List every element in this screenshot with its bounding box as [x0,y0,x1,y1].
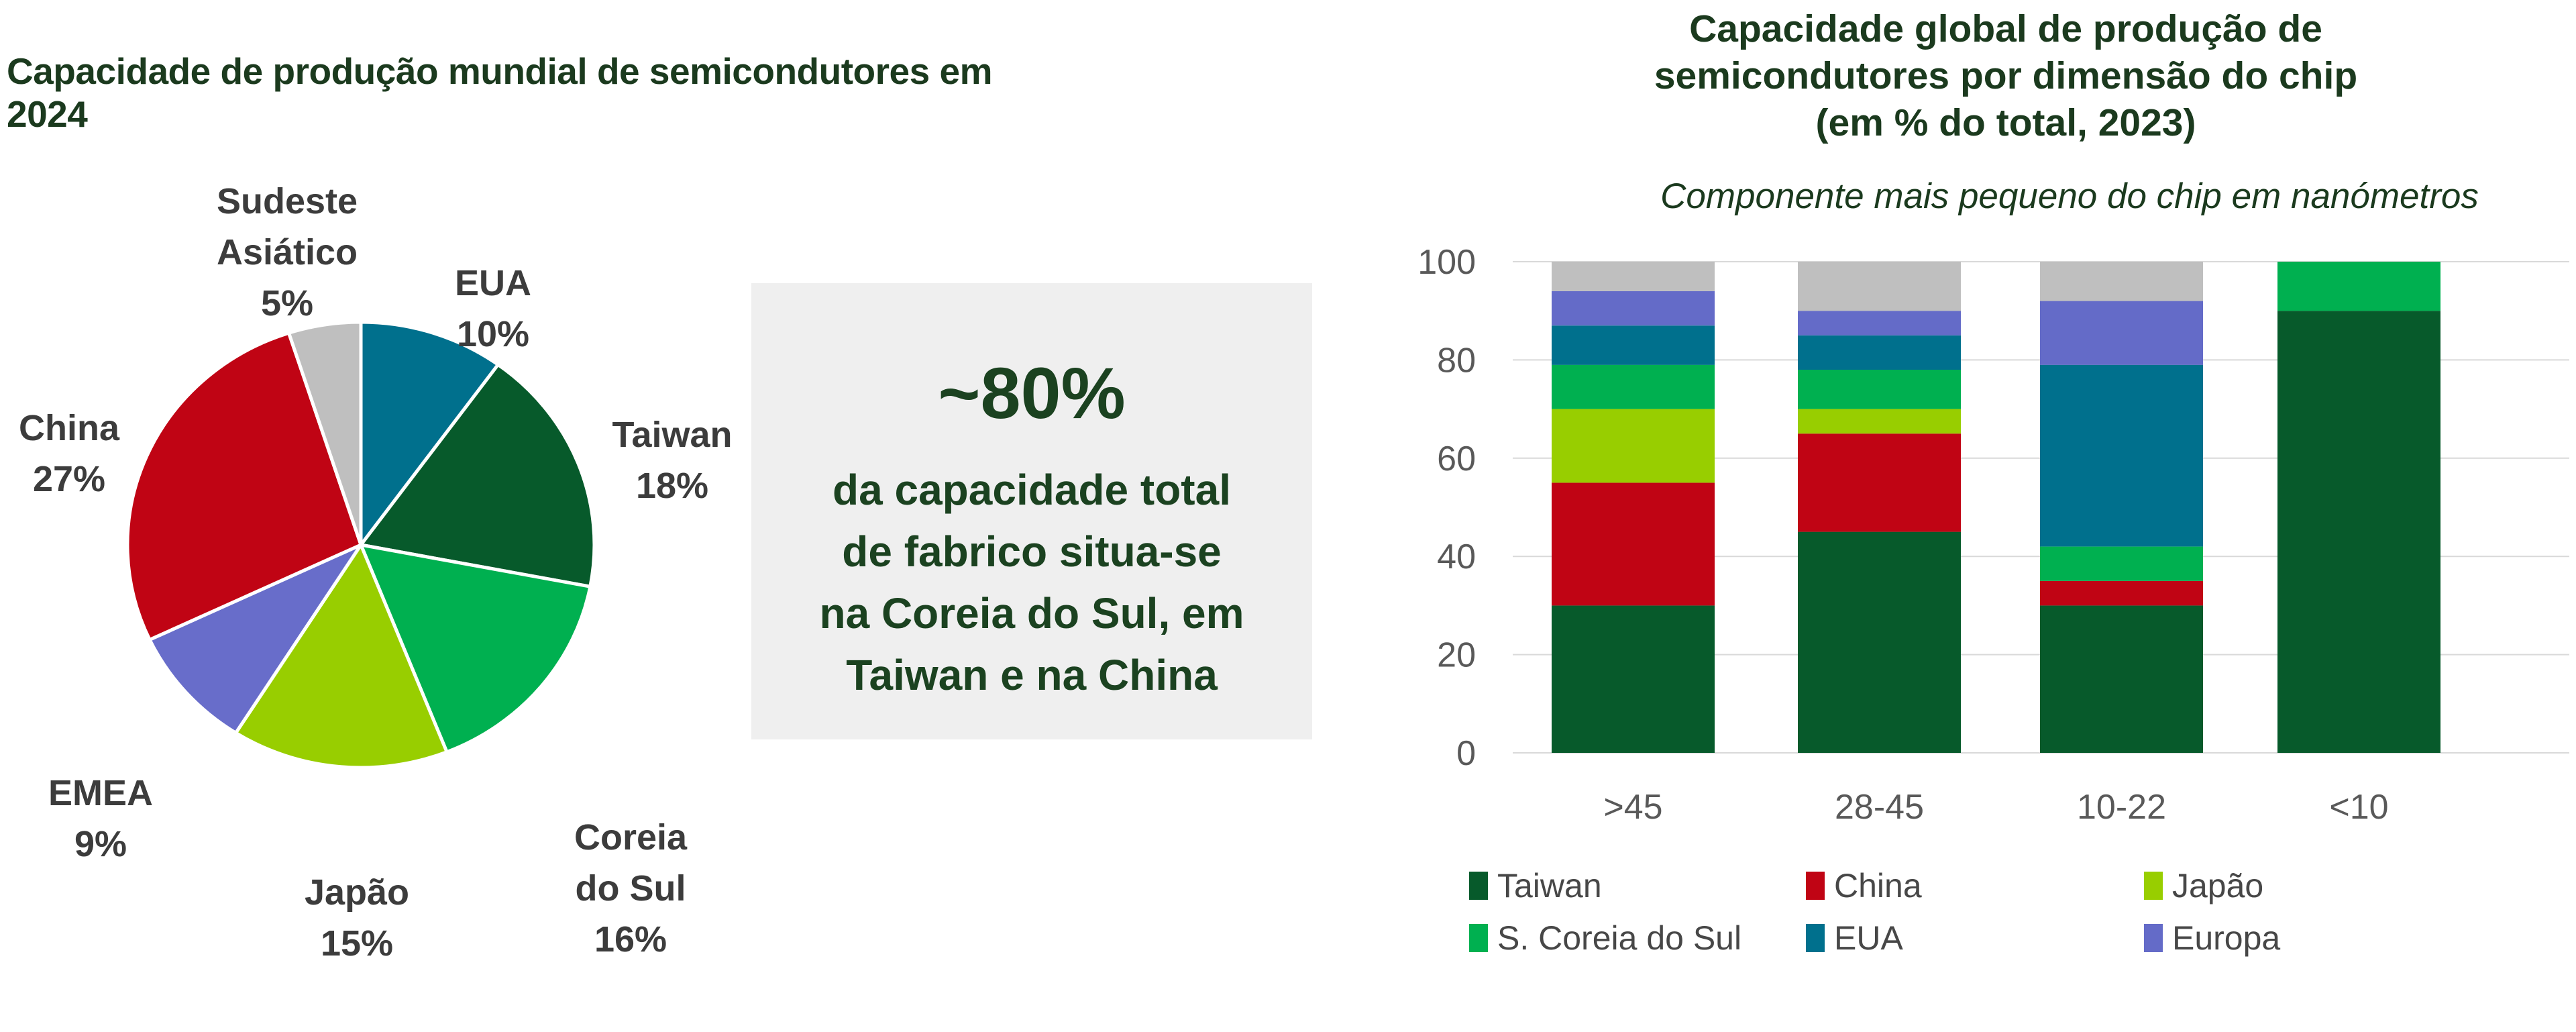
legend-label-eua: EUA [1834,919,1903,957]
y-tick-label-60: 60 [1437,440,1476,478]
x-category-label-10: <10 [2329,788,2388,827]
legend-swatch-s-coreia-do-sul [1469,924,1488,952]
pie-label-emea: EMEA 9% [48,773,154,864]
bar-segment-28-45-japao [1798,409,1961,434]
legend-label-europa: Europa [2172,919,2281,957]
pie-chart [125,320,596,770]
bar-segment-45-taiwan [1552,605,1715,753]
bar-segment-45-europa [1552,291,1715,326]
bar-segment-10-22-eua [2040,364,2203,547]
bar-segment-45-china [1552,482,1715,606]
bar-segment-10-22-taiwan [2040,605,2203,753]
legend-swatch-japao [2144,872,2163,900]
bar-segment-10-22-china [2040,580,2203,606]
stacked-bar-chart: 0 20 40 60 80 100 >45 28-45 10-22 <10 [1417,243,2569,827]
bar-segment-10-taiwan [2277,311,2440,753]
x-category-label-45: >45 [1603,788,1662,827]
bar-segment-28-45-europa [1798,311,1961,336]
pie-slice-eua [359,320,500,547]
legend-swatch-taiwan [1469,872,1488,900]
bar-chart-subtitle: Componente mais pequeno do chip em nanóm… [1660,176,2479,216]
pie-slice-coreia-do-sul [359,543,592,754]
x-category-label-28-45: 28-45 [1835,788,1924,827]
callout-box: ~80% da capacidade total de fabrico situ… [751,283,1312,739]
bar-segment-10-s-coreia-do-sul [2277,262,2440,311]
pie-label-coreia-do-sul: Coreia do Sul 16% [574,817,688,960]
legend-item-eua: EUA [1806,919,1903,958]
pie-label-japao: Japão 15% [304,872,410,964]
bar-chart-legend: Taiwan China Japão S. Coreia do Sul EUA Europ… [1375,852,2576,1027]
y-tick-label-0: 0 [1456,734,1476,773]
legend-label-japao: Japão [2172,867,2264,905]
pie-chart-title: Capacidade de produção mundial de semico… [7,50,993,135]
pie-label-eua: EUA 10% [454,263,532,354]
pie-label-sudeste-asiatico: Sudeste Asiático 5% [216,181,358,323]
y-tick-label-100: 100 [1417,243,1476,282]
bar-segment-10-22-s-coreia-do-sul [2040,546,2203,581]
bar-segment-28-45-china [1798,433,1961,532]
bar-segment-45-outros [1552,262,1715,291]
legend-label-taiwan: Taiwan [1497,867,1602,905]
pie-slice-taiwan [359,362,596,588]
pie-slice-japao [234,543,449,770]
legend-item-japao: Japão [2144,866,2263,905]
legend-swatch-europa [2144,924,2163,952]
bar-segment-28-45-taiwan [1798,531,1961,753]
y-tick-label-40: 40 [1437,537,1476,576]
legend-item-taiwan: Taiwan [1469,866,1602,905]
legend-item-china: China [1806,866,1922,905]
bar-chart-title: Capacidade global de produção de semicon… [1654,7,2358,144]
pie-slice-emea [148,543,363,735]
legend-label-s-coreia-do-sul: S. Coreia do Sul [1497,919,1742,957]
bar-segment-28-45-s-coreia-do-sul [1798,370,1961,409]
legend-swatch-china [1806,872,1825,900]
bar-segment-28-45-outros [1798,262,1961,311]
bar-segment-45-s-coreia-do-sul [1552,364,1715,409]
bar-segment-10-22-outros [2040,262,2203,301]
legend-label-china: China [1834,867,1922,905]
pie-label-china: China 27% [18,408,120,499]
callout-body: da capacidade total de fabrico situa-se … [819,466,1244,699]
callout-headline: ~80% [938,352,1126,433]
bar-segment-45-eua [1552,325,1715,365]
bar-segment-10-22-europa [2040,301,2203,365]
y-tick-label-80: 80 [1437,341,1476,380]
bar-segment-28-45-eua [1798,335,1961,370]
bar-segment-45-japao [1552,409,1715,483]
legend-item-europa: Europa [2144,919,2280,958]
pie-label-taiwan: Taiwan 18% [612,415,733,506]
pie-slice-sudeste-asiatico [287,320,363,547]
pie-slice-china [125,331,363,641]
x-category-label-10-22: 10-22 [2077,788,2166,827]
y-tick-label-20: 20 [1437,636,1476,675]
legend-swatch-eua [1806,924,1825,952]
legend-item-s-coreia-do-sul: S. Coreia do Sul [1469,919,1741,958]
